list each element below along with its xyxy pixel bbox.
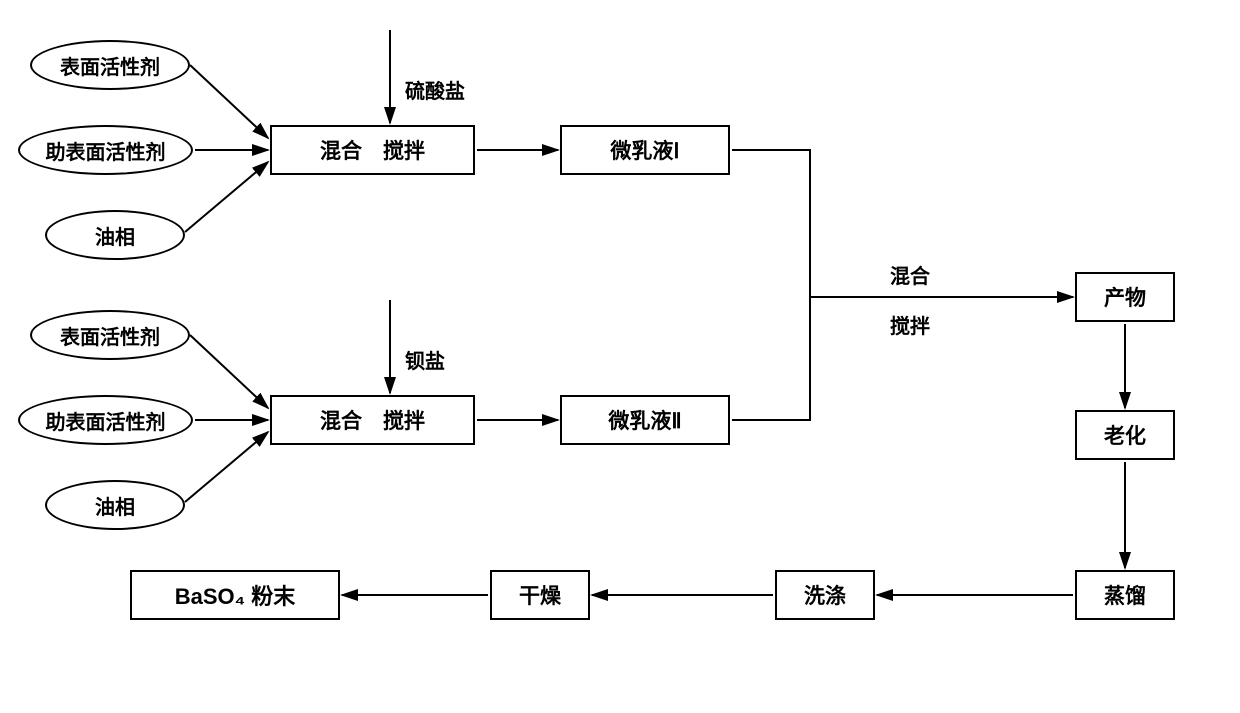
- surf2-label: 表面活性剂: [60, 321, 160, 350]
- barium-label: 钡盐: [405, 345, 445, 374]
- mix1-label: 混合 搅拌: [320, 135, 425, 165]
- baso4-node: BaSO₄ 粉末: [130, 570, 340, 620]
- oil1-label: 油相: [95, 221, 135, 250]
- distil-label: 蒸馏: [1104, 580, 1146, 610]
- wash-node: 洗涤: [775, 570, 875, 620]
- prod-node: 产物: [1075, 272, 1175, 322]
- mixlab2-label: 搅拌: [890, 310, 930, 339]
- prod-label: 产物: [1104, 282, 1146, 312]
- arrow: [732, 150, 810, 297]
- dry-label: 干燥: [519, 580, 561, 610]
- aging-node: 老化: [1075, 410, 1175, 460]
- emul1-label: 微乳液Ⅰ: [610, 135, 679, 165]
- arrow: [190, 65, 268, 138]
- mix2-node: 混合 搅拌: [270, 395, 475, 445]
- cosurf1-node: 助表面活性剂: [18, 125, 193, 175]
- arrow: [185, 432, 268, 502]
- emul2-label: 微乳液Ⅱ: [608, 405, 681, 435]
- arrow: [185, 162, 268, 232]
- baso4-label: BaSO₄ 粉末: [175, 579, 296, 611]
- emul1-node: 微乳液Ⅰ: [560, 125, 730, 175]
- oil2-label: 油相: [95, 491, 135, 520]
- arrow: [732, 297, 810, 420]
- cosurf1-label: 助表面活性剂: [46, 136, 166, 165]
- cosurf2-label: 助表面活性剂: [46, 406, 166, 435]
- surf1-label: 表面活性剂: [60, 51, 160, 80]
- mixlab1-label: 混合: [890, 260, 930, 289]
- arrow: [190, 335, 268, 408]
- mix2-label: 混合 搅拌: [320, 405, 425, 435]
- emul2-node: 微乳液Ⅱ: [560, 395, 730, 445]
- oil1-node: 油相: [45, 210, 185, 260]
- mix1-node: 混合 搅拌: [270, 125, 475, 175]
- surf2-node: 表面活性剂: [30, 310, 190, 360]
- sulfate-label: 硫酸盐: [405, 75, 465, 104]
- cosurf2-node: 助表面活性剂: [18, 395, 193, 445]
- aging-label: 老化: [1104, 420, 1146, 450]
- dry-node: 干燥: [490, 570, 590, 620]
- wash-label: 洗涤: [804, 580, 846, 610]
- distil-node: 蒸馏: [1075, 570, 1175, 620]
- oil2-node: 油相: [45, 480, 185, 530]
- surf1-node: 表面活性剂: [30, 40, 190, 90]
